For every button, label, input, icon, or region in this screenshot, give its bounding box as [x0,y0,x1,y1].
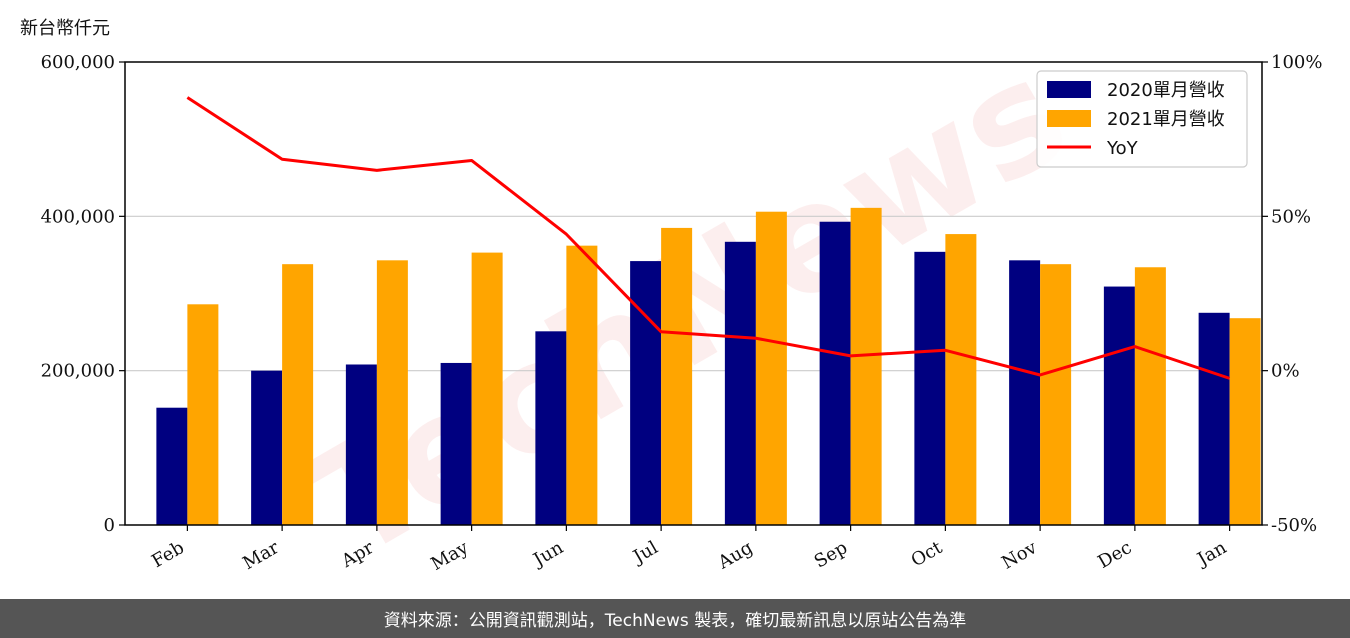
right-tick-label: -50% [1271,515,1317,536]
bar-2020 [914,251,946,525]
legend-yoy-label: YoY [1106,138,1139,159]
bar-2021 [850,207,882,525]
y-axis-unit-label: 新台幣仟元 [20,18,110,39]
bar-2020 [251,370,283,525]
bar-2021 [471,252,503,525]
left-tick-label: 0 [104,515,115,536]
bar-2021 [945,234,977,525]
plot-frame [124,61,1263,526]
legend-2021-label: 2021單月營收 [1107,109,1225,130]
left-tick-label: 200,000 [41,361,115,382]
bar-2020 [156,407,188,525]
right-tick-label: 100% [1271,52,1322,73]
x-tick-label: Oct [908,537,947,572]
bar-2021 [566,245,598,525]
yoy-line-group [186,96,1231,380]
bar-2020 [819,221,851,526]
source-footer: 資料來源：公開資訊觀測站，TechNews 製表，確切最新訊息以原站公告為準 [0,599,1350,638]
bar-2021 [1134,267,1166,525]
legend-2021-swatch [1047,110,1091,127]
x-tick-label: Dec [1094,537,1135,573]
x-tick-label: Jan [1192,537,1230,571]
x-tick-label: Jun [528,537,567,572]
bar-2021 [1229,318,1261,525]
bar-2021 [376,260,408,525]
bar-2020 [1103,286,1135,525]
bar-2020 [440,362,472,525]
x-tick-label: Mar [239,537,283,574]
right-tick-label: 50% [1271,206,1311,227]
left-tick-label: 400,000 [41,206,115,227]
x-tick-label: Aug [714,537,757,574]
x-tick-label: Feb [148,537,188,572]
legend-2020-label: 2020單月營收 [1107,80,1225,101]
bar-2020 [724,241,756,525]
bar-2020 [535,331,567,525]
right-tick-label: 0% [1271,361,1300,382]
legend-2020-swatch [1047,81,1091,98]
bar-2020 [345,364,377,525]
bar-2021 [755,211,787,525]
x-tick-label: Nov [998,537,1041,574]
bars-group [156,207,1261,526]
revenue-chart: TechNews 0200,000400,000600,000-50%0%50%… [41,25,1323,593]
bar-2020 [1009,260,1041,525]
bar-2021 [187,304,219,525]
x-tick-label: Jul [628,537,662,569]
source-text: 資料來源：公開資訊觀測站，TechNews 製表，確切最新訊息以原站公告為準 [383,611,967,631]
yoy-line [186,96,1231,380]
grid-lines [125,215,1262,372]
legend: 2020單月營收 2021單月營收 YoY [1036,70,1248,168]
bar-2020 [630,261,662,525]
bar-2021 [1040,264,1072,525]
bar-2021 [282,264,314,525]
left-tick-label: 600,000 [41,52,115,73]
x-tick-label: Sep [811,537,851,572]
bar-2021 [661,227,693,526]
bar-2020 [1198,312,1230,525]
